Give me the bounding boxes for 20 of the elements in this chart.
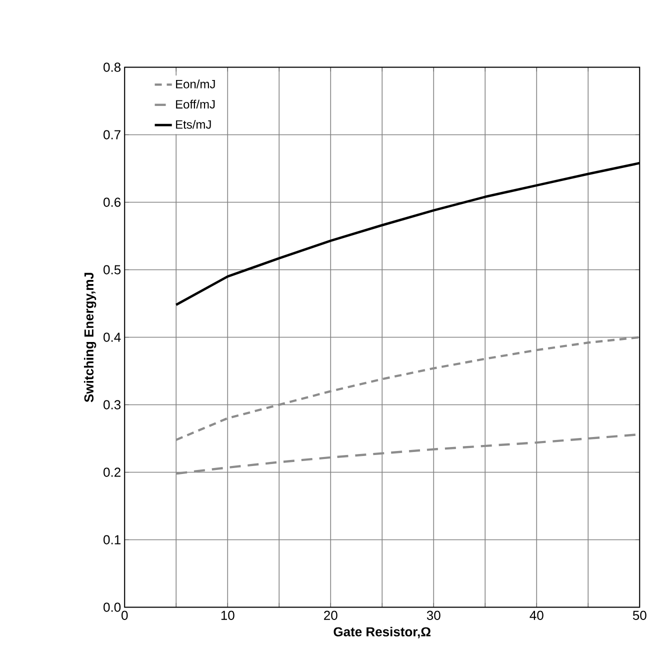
y-tick-label: 0.2 (104, 468, 120, 477)
y-tick-label: 0.4 (104, 332, 121, 342)
y-tick-label: 0.8 (104, 62, 121, 72)
x-tick-label: 20 (324, 610, 338, 620)
y-axis-title: Switching Energy,mJ (84, 272, 96, 402)
x-tick-label: 0 (122, 610, 128, 620)
legend-label: Eon/mJ (176, 80, 215, 88)
x-axis-title: Gate Resistor,Ω (334, 626, 431, 638)
y-tick-label: 0.7 (104, 130, 120, 140)
x-tick-label: 50 (632, 610, 646, 620)
y-tick-label: 0.1 (104, 535, 120, 544)
x-tick-label: 30 (426, 610, 440, 620)
y-tick-label: 0.5 (104, 265, 121, 274)
x-tick-label: 40 (530, 610, 544, 620)
x-tick-label: 10 (221, 610, 234, 620)
legend-label: Eoff/mJ (176, 100, 215, 109)
legend-label: Ets/mJ (176, 120, 211, 129)
y-tick-label: 0.6 (104, 198, 121, 207)
y-tick-label: 0.0 (104, 602, 121, 612)
y-tick-label: 0.3 (104, 400, 121, 410)
